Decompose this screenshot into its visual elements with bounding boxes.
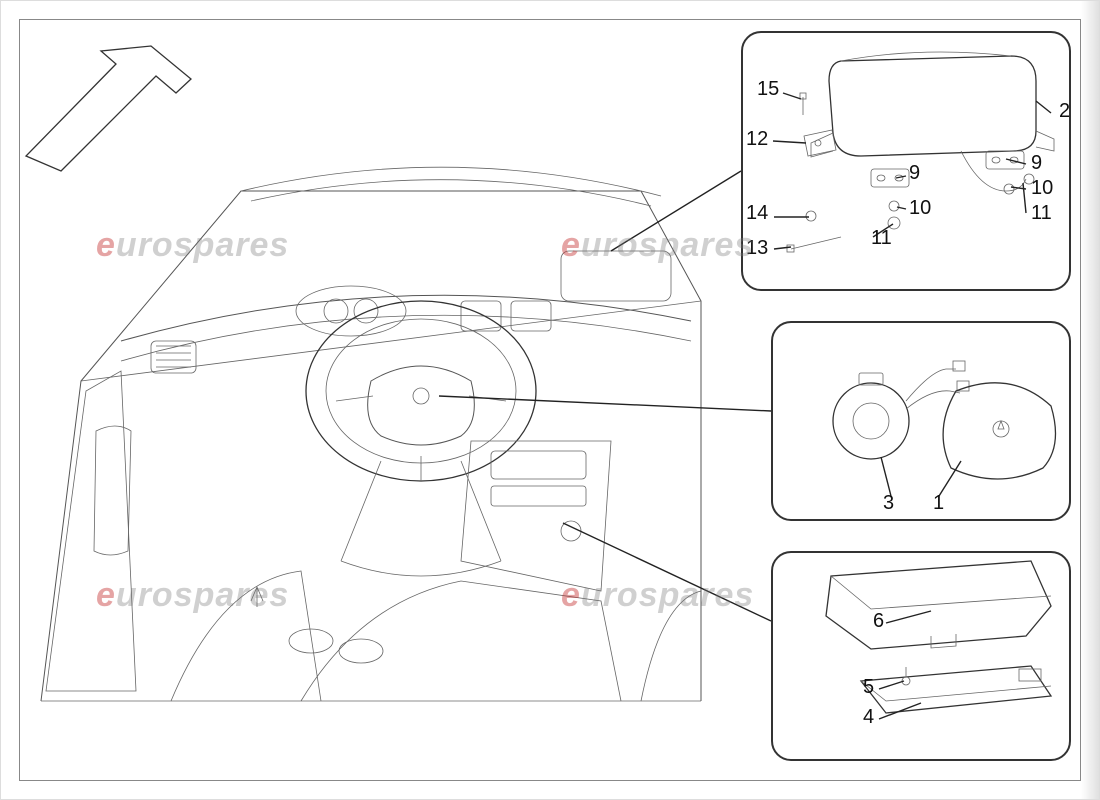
callout-art (1, 1, 1100, 800)
label-15: 15 (757, 79, 779, 99)
diagram-page: 2 9 10 11 15 12 9 10 11 14 13 3 1 6 5 4 … (0, 0, 1100, 800)
label-11r: 11 (1031, 203, 1052, 223)
label-2: 2 (1059, 101, 1070, 121)
label-9r: 9 (1031, 153, 1042, 173)
label-13: 13 (746, 238, 768, 258)
label-5: 5 (863, 677, 874, 697)
label-9c: 9 (909, 163, 920, 183)
label-14: 14 (746, 203, 768, 223)
label-4: 4 (863, 707, 874, 727)
label-12: 12 (746, 129, 768, 149)
label-10r: 10 (1031, 178, 1053, 198)
label-3: 3 (883, 493, 894, 513)
label-10c: 10 (909, 198, 931, 218)
label-6: 6 (873, 611, 884, 631)
label-11c: 11 (871, 228, 892, 248)
label-1: 1 (933, 493, 944, 513)
